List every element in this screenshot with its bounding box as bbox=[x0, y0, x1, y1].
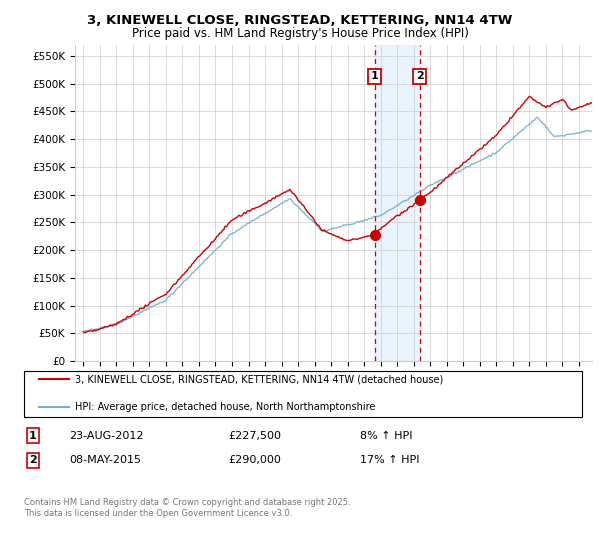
Text: 1: 1 bbox=[29, 431, 37, 441]
Text: 23-AUG-2012: 23-AUG-2012 bbox=[69, 431, 143, 441]
Text: 17% ↑ HPI: 17% ↑ HPI bbox=[360, 455, 419, 465]
Text: 1: 1 bbox=[371, 72, 379, 81]
Text: HPI: Average price, detached house, North Northamptonshire: HPI: Average price, detached house, Nort… bbox=[75, 402, 376, 412]
Text: 2: 2 bbox=[416, 72, 424, 81]
Text: 2: 2 bbox=[29, 455, 37, 465]
Text: £227,500: £227,500 bbox=[228, 431, 281, 441]
Text: £290,000: £290,000 bbox=[228, 455, 281, 465]
Text: Contains HM Land Registry data © Crown copyright and database right 2025.
This d: Contains HM Land Registry data © Crown c… bbox=[24, 498, 350, 518]
Bar bbox=[375, 45, 419, 361]
Text: 8% ↑ HPI: 8% ↑ HPI bbox=[360, 431, 413, 441]
Text: 08-MAY-2015: 08-MAY-2015 bbox=[69, 455, 141, 465]
Text: 3, KINEWELL CLOSE, RINGSTEAD, KETTERING, NN14 4TW (detached house): 3, KINEWELL CLOSE, RINGSTEAD, KETTERING,… bbox=[75, 374, 443, 384]
Text: 3, KINEWELL CLOSE, RINGSTEAD, KETTERING, NN14 4TW: 3, KINEWELL CLOSE, RINGSTEAD, KETTERING,… bbox=[88, 14, 512, 27]
Text: Price paid vs. HM Land Registry's House Price Index (HPI): Price paid vs. HM Land Registry's House … bbox=[131, 27, 469, 40]
